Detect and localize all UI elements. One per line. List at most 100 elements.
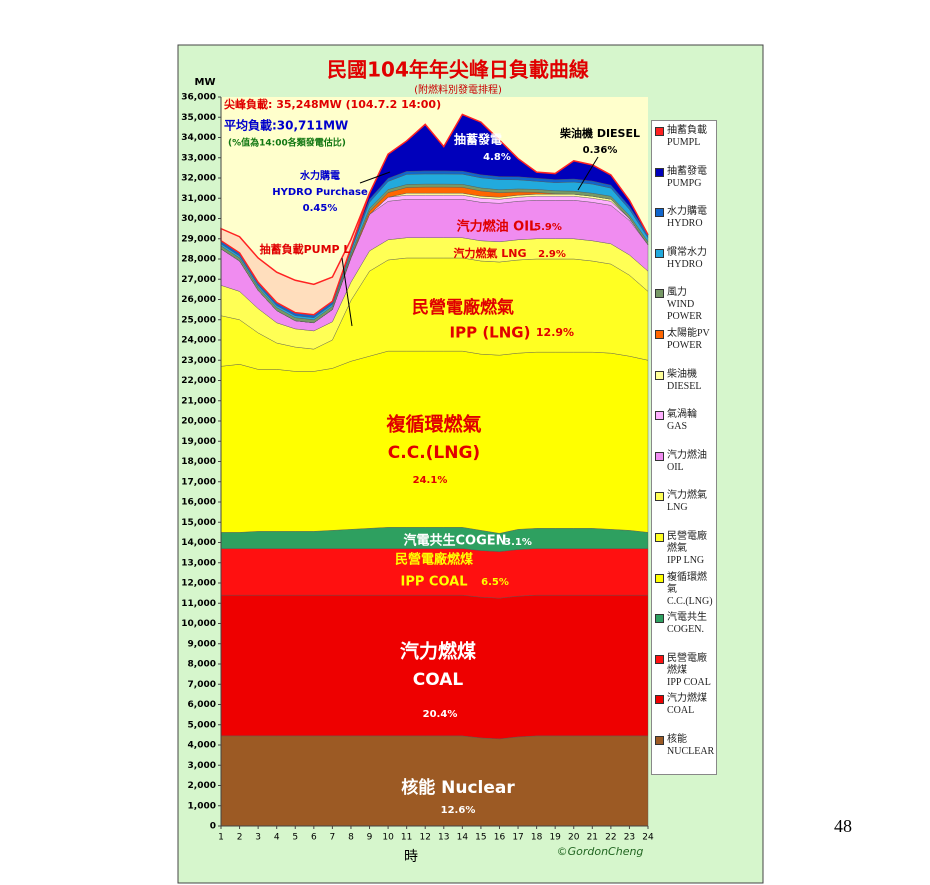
legend-label: 汽力燃氣 LNG <box>667 490 707 514</box>
annotation: 汽電共生COGEN <box>403 533 506 549</box>
x-tick-label: 17 <box>512 833 523 843</box>
annotation: 抽蓄負載PUMP L <box>260 242 351 256</box>
legend-swatch <box>655 329 664 339</box>
y-tick-label: 28,000 <box>181 255 216 265</box>
subtitle: (附燃料別發電排程) <box>414 83 502 96</box>
annotation: 0.45% <box>303 203 338 214</box>
x-tick-label: 1 <box>218 833 224 843</box>
y-tick-label: 17,000 <box>181 477 216 487</box>
x-tick-label: 18 <box>531 833 543 843</box>
annotation: HYDRO Purchase <box>272 187 368 198</box>
annotation: 核能 Nuclear <box>401 777 515 798</box>
y-tick-label: 0 <box>210 822 216 832</box>
legend-label: 複循環燃氣 C.C.(LNG) <box>667 571 713 607</box>
y-tick-label: 16,000 <box>181 498 216 508</box>
legend-swatch <box>655 654 664 664</box>
annotations: 水力購電 HYDRO Purchase 0.45% 抽蓄負載PUMP L 抽蓄發電 4.8… <box>260 126 640 816</box>
arrow <box>359 171 391 184</box>
y-tick-label: 25,000 <box>181 315 216 325</box>
y-tick-label: 13,000 <box>181 558 216 568</box>
y-tick-label: 4,000 <box>188 741 216 751</box>
annotation: 20.4% <box>423 709 458 720</box>
annotation: 12.6% <box>441 805 476 816</box>
x-tick-label: 8 <box>348 833 354 843</box>
annotation: 複循環燃氣 <box>385 413 481 436</box>
y-tick-label: 22,000 <box>181 376 216 386</box>
legend-label: 太陽能PV POWER <box>667 327 710 351</box>
legend-label: 抽蓄發電 PUMPG <box>667 165 707 189</box>
y-tick-label: 3,000 <box>188 761 216 771</box>
page-number: 48 <box>834 816 852 836</box>
x-tick-label: 14 <box>457 833 469 843</box>
annotation: 24.1% <box>413 475 448 486</box>
legend-entry: 慣常水力 HYDRO <box>655 247 713 288</box>
x-tick-label: 4 <box>274 833 280 843</box>
legend-label: 氣渦輪 GAS <box>667 409 697 433</box>
y-tick-label: 33,000 <box>181 153 216 163</box>
legend-entry: 氣渦輪 GAS <box>655 409 713 450</box>
y-tick-label: 27,000 <box>181 275 216 285</box>
pct-note: (%值為14:00各類發電估比) <box>228 137 346 149</box>
y-tick-label: 26,000 <box>181 295 216 305</box>
annotation: 抽蓄發電 <box>454 132 502 147</box>
legend-entry: 民營電廠燃氣 IPP LNG <box>655 531 713 572</box>
legend-swatch <box>655 695 664 705</box>
y-tick-label: 20,000 <box>181 417 216 427</box>
annotation: 12.9% <box>536 326 574 339</box>
y-tick-label: 18,000 <box>181 457 216 467</box>
annotation: 0.36% <box>583 145 618 156</box>
x-tick-label: 24 <box>642 833 654 843</box>
annotation: IPP (LNG) <box>450 324 531 342</box>
legend-swatch <box>655 127 664 136</box>
x-tick-label: 23 <box>624 833 635 843</box>
legend-label: 民營電廠燃煤 IPP COAL <box>667 652 711 688</box>
y-tick-label: 23,000 <box>181 356 216 366</box>
y-tick-label: 36,000 <box>181 93 216 103</box>
arrow <box>577 156 599 191</box>
x-tick-label: 11 <box>401 833 412 843</box>
legend: 抽蓄負載 PUMPL 抽蓄發電 PUMPG 水力購電 HYDRO 慣常水力 HYDRO… <box>651 120 717 775</box>
y-tick-label: 15,000 <box>181 518 216 528</box>
y-tick-label: 34,000 <box>181 133 216 143</box>
annotation: COAL <box>413 670 464 690</box>
y-tick-label: 9,000 <box>188 639 216 649</box>
y-tick-label: 29,000 <box>181 234 216 244</box>
x-tick-label: 3 <box>255 833 261 843</box>
peak-note: 尖峰負載: 35,248MW (104.7.2 14:00) <box>224 97 441 111</box>
legend-swatch <box>655 532 664 542</box>
legend-label: 汽電共生 COGEN. <box>667 612 707 636</box>
credit: ©GordonCheng <box>557 845 644 858</box>
annotation: 3.1% <box>504 537 532 548</box>
y-tick-label: 32,000 <box>181 174 216 184</box>
annotation: 汽力燃油 OIL <box>457 219 538 235</box>
legend-entry: 風力 WIND POWER <box>655 287 713 328</box>
x-tick-label: 5 <box>292 833 298 843</box>
legend-swatch <box>655 614 664 624</box>
y-tick-label: 8,000 <box>188 660 216 670</box>
x-tick-label: 16 <box>494 833 506 843</box>
x-tick-label: 13 <box>438 833 449 843</box>
legend-label: 抽蓄負載 PUMPL <box>667 125 707 148</box>
legend-swatch <box>655 167 664 177</box>
x-tick-label: 15 <box>475 833 486 843</box>
y-tick-label: 30,000 <box>181 214 216 224</box>
annotation: 汽力燃氣 LNG <box>453 246 526 260</box>
y-tick-label: 35,000 <box>181 113 216 123</box>
annotation: 汽力燃煤 <box>400 640 476 663</box>
legend-entry: 汽力燃氣 LNG <box>655 490 713 531</box>
y-tick-label: 12,000 <box>181 579 216 589</box>
y-tick-label: 14,000 <box>181 538 216 548</box>
x-tick-label: 22 <box>605 833 616 843</box>
area <box>220 113 649 316</box>
legend-swatch <box>655 451 664 461</box>
y-tick-label: 24,000 <box>181 336 216 346</box>
legend-entry: 汽力燃煤 COAL <box>655 693 713 734</box>
y-tick-label: 31,000 <box>181 194 216 204</box>
legend-swatch <box>655 208 664 218</box>
legend-label: 風力 WIND POWER <box>667 287 702 323</box>
x-tick-label: 9 <box>367 833 373 843</box>
x-tick-label: 7 <box>330 833 336 843</box>
legend-entry: 汽電共生 COGEN. <box>655 612 713 653</box>
